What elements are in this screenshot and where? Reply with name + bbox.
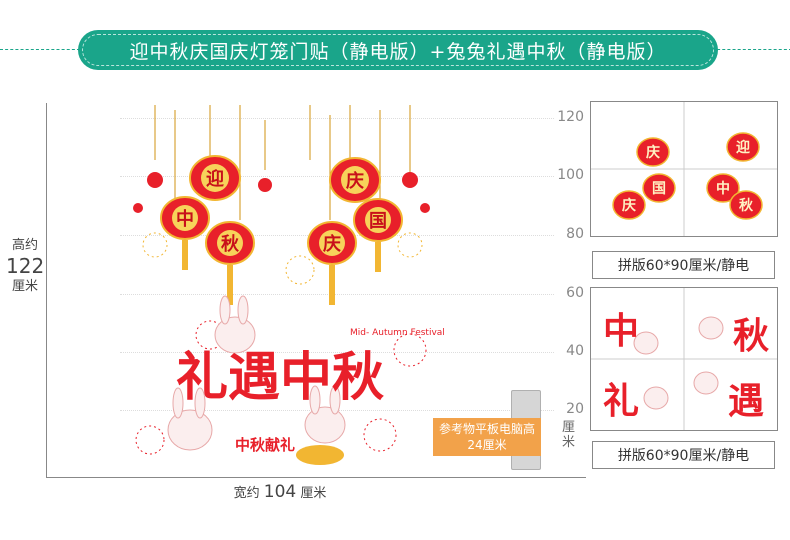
thumb-char: 秋 (733, 316, 769, 357)
lantern-char: 庆 (323, 233, 341, 255)
page-title: 迎中秋庆国庆灯笼门贴（静电版）+兔兔礼遇中秋（静电版） (129, 40, 667, 63)
english-slogan: Mid- Autumn Festival (350, 328, 445, 338)
lantern-char: 中 (176, 208, 194, 230)
thumb-char: 秋 (739, 197, 754, 214)
width-value: 104 (263, 482, 297, 502)
width-prefix: 宽约 (233, 486, 260, 501)
gridline (120, 352, 554, 353)
thumbnail-caption: 拼版60*90厘米/静电 (592, 251, 775, 279)
title-banner: 迎中秋庆国庆灯笼门贴（静电版）+兔兔礼遇中秋（静电版） (78, 30, 718, 70)
height-value: 122 (6, 254, 45, 278)
thumbnail-bunnies: 中 秋 礼 遇 (590, 287, 778, 431)
thumb-char: 中 (603, 311, 639, 352)
banner-right-dash (712, 49, 790, 50)
scale-tick: 80 (566, 226, 584, 242)
scale-tick: 120 (557, 109, 584, 125)
height-unit: 厘米 (11, 279, 38, 294)
thumb-char: 礼 (603, 381, 639, 422)
banner-left-dash (0, 49, 80, 50)
lantern-char: 秋 (221, 233, 240, 255)
thumbnail-lanterns: 庆 迎 国 庆 中 秋 (590, 101, 778, 237)
thumbnail-bunnies-art: 中 秋 礼 遇 (591, 288, 777, 430)
gridline (120, 118, 554, 119)
lantern-char: 庆 (346, 170, 364, 192)
reference-label: 参考物平板电脑高24厘米 (433, 418, 541, 456)
scale-tick: 60 (566, 285, 584, 301)
thumb-char: 遇 (728, 381, 764, 422)
scale-tick: 20 (566, 401, 584, 417)
banner-border (82, 34, 714, 66)
thumb-char: 庆 (622, 197, 636, 214)
height-label: 高约 122 厘米 (6, 238, 44, 294)
thumb-char: 迎 (736, 139, 750, 156)
thumbnail-lanterns-art: 庆 迎 国 庆 中 秋 (591, 102, 777, 236)
height-dimension-line (46, 103, 47, 478)
lantern-char: 国 (369, 211, 387, 232)
thumb-char: 国 (652, 181, 666, 197)
width-dimension-line (46, 477, 586, 478)
thumbnail-caption: 拼版60*90厘米/静电 (592, 441, 775, 469)
scale-tick: 40 (566, 343, 584, 359)
main-slogan: 礼遇中秋 (176, 348, 384, 408)
gridline (120, 294, 554, 295)
width-label: 宽约 104 厘米 (200, 482, 360, 502)
lantern-group-left (160, 155, 255, 305)
lantern-char: 迎 (206, 168, 224, 190)
height-prefix: 高约 (11, 238, 38, 253)
thumb-char: 庆 (646, 144, 660, 161)
thumb-char: 中 (716, 180, 730, 197)
scale-tick: 100 (557, 167, 584, 183)
sub-slogan: 中秋献礼 (235, 436, 295, 454)
scale-unit: 厘米 (562, 420, 576, 450)
width-unit: 厘米 (300, 486, 327, 501)
sticker-artwork: 迎 中 秋 庆 国 庆 礼遇中秋 中秋献礼 Mid- Autumn Festiv… (133, 105, 445, 465)
lantern-group-right (307, 157, 403, 305)
